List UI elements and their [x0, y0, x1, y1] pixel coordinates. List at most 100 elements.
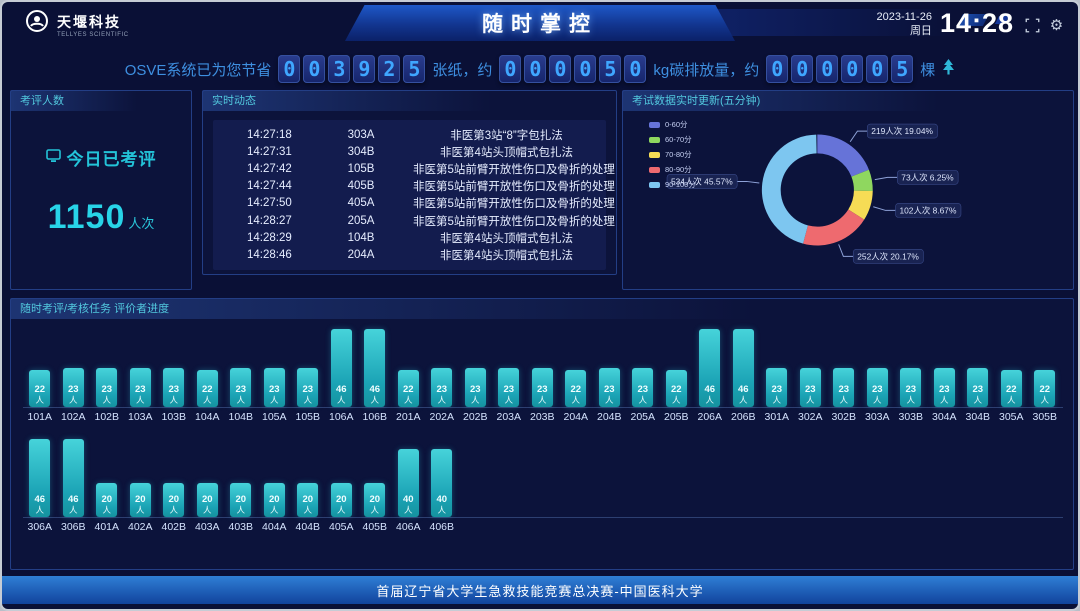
- bar-value: 23: [235, 384, 247, 395]
- bar-item[interactable]: 20 人 405B: [358, 439, 392, 533]
- legend-item[interactable]: 90-100分: [649, 179, 696, 190]
- bar-item[interactable]: 23 人 301A: [760, 329, 794, 423]
- bar: 23 人: [263, 368, 285, 407]
- donut-slice[interactable]: [848, 190, 873, 220]
- bar-item[interactable]: 23 人 203A: [492, 329, 526, 423]
- exam-count-unit: 人次: [128, 216, 155, 231]
- bar-item[interactable]: 23 人 202B: [459, 329, 493, 423]
- bar-item[interactable]: 23 人 203B: [526, 329, 560, 423]
- bar-item[interactable]: 20 人 405A: [325, 439, 359, 533]
- bar-value: 23: [972, 384, 984, 395]
- bar-item[interactable]: 22 人 305B: [1028, 329, 1062, 423]
- bar-label: 406A: [395, 521, 421, 533]
- bar-item[interactable]: 22 人 101A: [23, 329, 57, 423]
- bar-item[interactable]: 23 人 102B: [90, 329, 124, 423]
- activity-row: 14:27:50 405A 非医第5站前臂开放性伤口及骨折的处理: [213, 195, 615, 212]
- bar-item[interactable]: 23 人 202A: [425, 329, 459, 423]
- bar-item[interactable]: 46 人 206A: [693, 329, 727, 423]
- bar-value: 23: [101, 384, 113, 395]
- bar: 23 人: [163, 368, 185, 407]
- bar-item[interactable]: 22 人 204A: [559, 329, 593, 423]
- activity-description: 非医第5站前臂开放性伤口及骨折的处理: [413, 163, 615, 176]
- realtime-activity-title: 实时动态: [203, 91, 616, 111]
- bar-item[interactable]: 46 人 106A: [325, 329, 359, 423]
- bar-item[interactable]: 46 人 306B: [57, 439, 91, 533]
- bar-item[interactable]: 23 人 103B: [157, 329, 191, 423]
- bar-item[interactable]: 23 人 204B: [593, 329, 627, 423]
- bar-item[interactable]: 20 人 402B: [157, 439, 191, 533]
- bar-item[interactable]: 20 人 404B: [291, 439, 325, 533]
- bar-item[interactable]: 22 人 205B: [660, 329, 694, 423]
- bar-item[interactable]: 40 人 406B: [425, 439, 459, 533]
- bar-item[interactable]: 20 人 403A: [191, 439, 225, 533]
- bar-unit: 人: [336, 395, 346, 405]
- bar-item[interactable]: 23 人 303B: [894, 329, 928, 423]
- bar-item[interactable]: 23 人 103A: [124, 329, 158, 423]
- activity-row: 14:27:44 405B 非医第5站前臂开放性伤口及骨折的处理: [213, 178, 615, 195]
- bar-item[interactable]: 22 人 104A: [191, 329, 225, 423]
- counter-digit: 0: [524, 55, 547, 83]
- donut-slice[interactable]: [803, 209, 865, 246]
- bar: 46 人: [699, 329, 721, 407]
- bar-item[interactable]: 23 人 205A: [626, 329, 660, 423]
- logo-mark-icon: [24, 9, 50, 40]
- bar-item[interactable]: 23 人 105B: [291, 329, 325, 423]
- legend-item[interactable]: 70-80分: [649, 149, 696, 160]
- bar-item[interactable]: 22 人 305A: [995, 329, 1029, 423]
- activity-station-code: 304B: [347, 145, 375, 158]
- legend-item[interactable]: 0-60分: [649, 119, 696, 130]
- fullscreen-icon[interactable]: [1024, 17, 1041, 34]
- legend-item[interactable]: 60-70分: [649, 134, 696, 145]
- bar-label: 106A: [328, 411, 354, 423]
- bar-label: 303A: [864, 411, 890, 423]
- bar-item[interactable]: 23 人 304B: [961, 329, 995, 423]
- bar-label: 404B: [295, 521, 321, 533]
- bar-value: 23: [469, 384, 481, 395]
- activity-time: 14:28:27: [247, 214, 292, 227]
- bar-item[interactable]: 20 人 402A: [124, 439, 158, 533]
- bar: 23 人: [866, 368, 888, 407]
- bar-item[interactable]: 23 人 302A: [794, 329, 828, 423]
- activity-description: 非医第4站头顶帽式包扎法: [440, 249, 573, 262]
- bar: 46 人: [62, 439, 84, 517]
- bar-unit: 人: [135, 505, 145, 515]
- bar-item[interactable]: 23 人 104B: [224, 329, 258, 423]
- bar-item[interactable]: 20 人 403B: [224, 439, 258, 533]
- bar-item[interactable]: 46 人 206B: [727, 329, 761, 423]
- bar-item[interactable]: 23 人 302B: [827, 329, 861, 423]
- bar-unit: 人: [370, 505, 379, 515]
- bar-item[interactable]: 46 人 306A: [23, 439, 57, 533]
- exam-count-label: 今日已考评: [66, 150, 157, 169]
- bar-label: 105B: [295, 411, 321, 423]
- counter-carbon-unit: kg碳排放量，约: [653, 61, 760, 79]
- bar-label: 401A: [94, 521, 120, 533]
- date-text: 2023-11-26: [876, 10, 932, 23]
- exam-monitor-icon: [45, 148, 61, 168]
- bar-item[interactable]: 23 人 304A: [928, 329, 962, 423]
- bar-item[interactable]: 40 人 406A: [392, 439, 426, 533]
- donut-slice[interactable]: [817, 134, 869, 177]
- bar-item[interactable]: 20 人 404A: [258, 439, 292, 533]
- legend-item[interactable]: 80-90分: [649, 164, 696, 175]
- bar-label: 106B: [362, 411, 388, 423]
- bar-item[interactable]: 22 人 201A: [392, 329, 426, 423]
- bar-item[interactable]: 23 人 303A: [861, 329, 895, 423]
- bar-item[interactable]: 23 人 102A: [57, 329, 91, 423]
- bar-item[interactable]: 46 人 106B: [358, 329, 392, 423]
- donut-slice[interactable]: [761, 134, 817, 244]
- weekday-text: 周日: [909, 24, 932, 37]
- bar-item[interactable]: 20 人 401A: [90, 439, 124, 533]
- bar: 23 人: [464, 368, 486, 407]
- gear-icon[interactable]: ⚙: [1049, 17, 1064, 34]
- bar-unit: 人: [906, 395, 915, 405]
- counter-digit: 0: [766, 55, 789, 83]
- activity-row: 14:28:46 204A 非医第4站头顶帽式包扎法: [213, 246, 606, 263]
- counter-digit: 0: [866, 55, 889, 83]
- donut-slice[interactable]: [851, 169, 873, 192]
- bar: 23 人: [766, 368, 788, 407]
- bar-item[interactable]: 23 人 105A: [258, 329, 292, 423]
- bar-value: 46: [369, 384, 381, 395]
- counter-digit: 9: [353, 55, 376, 83]
- donut-label-bg: [895, 203, 962, 218]
